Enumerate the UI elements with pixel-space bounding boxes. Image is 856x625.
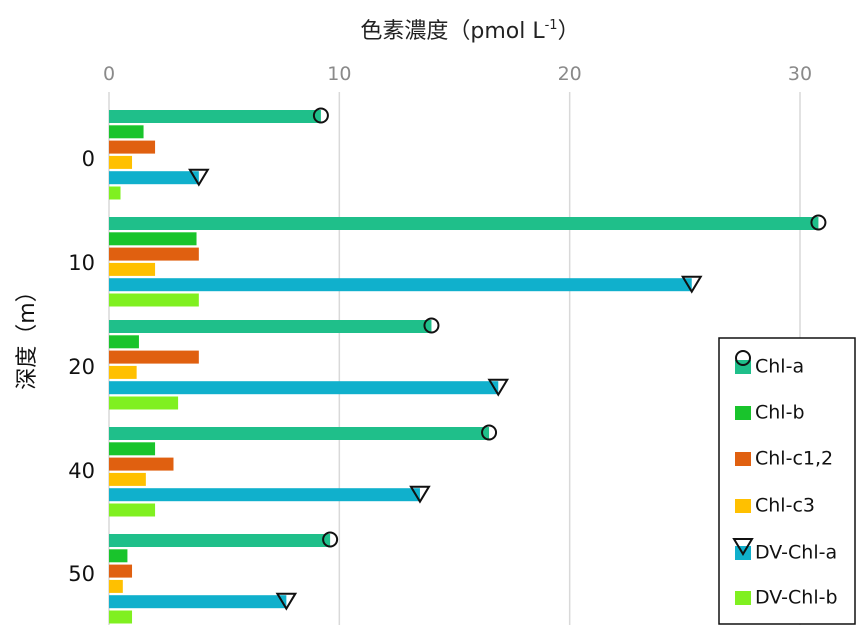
marker-circle bbox=[481, 424, 498, 441]
legend-label: Chl-c1,2 bbox=[755, 448, 833, 470]
bar-chl-c1-2-0 bbox=[109, 140, 156, 154]
bar-chl-a-0 bbox=[109, 110, 321, 123]
marker-triangle bbox=[409, 485, 431, 504]
marker-circle bbox=[312, 107, 329, 124]
bar-chl-a-10 bbox=[109, 217, 819, 230]
bar-dv-chl-a-20 bbox=[109, 381, 499, 395]
legend-box bbox=[718, 337, 856, 625]
marker-circle bbox=[810, 214, 827, 231]
marker-circle bbox=[322, 531, 339, 548]
marker-triangle bbox=[188, 168, 210, 187]
legend-swatch bbox=[735, 591, 751, 605]
chart-title: 色素濃度（pmol L-1） bbox=[360, 18, 579, 44]
y-axis-label: 深度（m） bbox=[15, 280, 40, 389]
x-tick-label: 20 bbox=[558, 63, 582, 85]
bar-dv-chl-a-0 bbox=[109, 171, 199, 185]
marker-circle bbox=[423, 317, 440, 334]
bar-chl-c3-0 bbox=[109, 155, 133, 169]
bar-chl-c3-50 bbox=[109, 579, 123, 593]
x-tick-label: 30 bbox=[788, 63, 812, 85]
bar-dv-chl-b-50 bbox=[109, 610, 133, 624]
chart-title-tail: ） bbox=[558, 19, 580, 44]
legend-marker-circle bbox=[735, 350, 751, 366]
marker-triangle bbox=[680, 275, 703, 294]
bar-dv-chl-b-40 bbox=[109, 503, 156, 517]
bar-chl-c1-2-10 bbox=[109, 247, 199, 261]
legend-label: DV-Chl-b bbox=[755, 587, 838, 609]
bar-chl-a-50 bbox=[109, 534, 331, 547]
legend-label: Chl-a bbox=[755, 356, 804, 378]
legend-label: Chl-b bbox=[755, 402, 805, 424]
x-tick-label: 10 bbox=[327, 63, 351, 85]
legend-marker-triangle bbox=[732, 538, 754, 556]
chart-title-sup: -1 bbox=[545, 18, 558, 33]
legend-swatch bbox=[735, 406, 751, 420]
bar-chl-c3-10 bbox=[109, 262, 156, 276]
y-category-label: 50 bbox=[68, 562, 95, 586]
bar-dv-chl-a-40 bbox=[109, 488, 420, 502]
legend-swatch bbox=[735, 499, 751, 513]
bar-chl-c3-40 bbox=[109, 472, 146, 486]
bar-dv-chl-a-10 bbox=[109, 278, 692, 292]
bar-chl-b-20 bbox=[109, 335, 139, 349]
bar-chl-b-10 bbox=[109, 232, 197, 246]
x-axis-tick-labels: 0 10 20 30 bbox=[103, 63, 812, 85]
marker-triangle bbox=[487, 378, 510, 397]
bar-dv-chl-a-50 bbox=[109, 595, 287, 609]
bar-chl-c1-2-40 bbox=[109, 457, 174, 471]
y-category-label: 0 bbox=[82, 147, 95, 171]
x-tick-label: 0 bbox=[103, 63, 115, 85]
chart-title-main: 色素濃度（pmol L bbox=[360, 19, 545, 44]
legend-label: DV-Chl-a bbox=[755, 542, 837, 564]
bar-dv-chl-b-20 bbox=[109, 396, 179, 410]
bar-chl-c1-2-20 bbox=[109, 350, 199, 364]
bar-dv-chl-b-0 bbox=[109, 186, 121, 200]
marker-triangle bbox=[275, 592, 298, 611]
legend-label: Chl-c3 bbox=[755, 495, 815, 517]
bars bbox=[109, 110, 819, 624]
bar-chl-b-50 bbox=[109, 549, 128, 563]
bar-chl-a-20 bbox=[109, 320, 432, 333]
bar-chl-a-40 bbox=[109, 427, 490, 440]
bar-chl-c1-2-50 bbox=[109, 564, 133, 578]
y-axis-category-labels: 0 10 20 40 50 bbox=[68, 147, 95, 586]
bar-chl-b-40 bbox=[109, 442, 156, 456]
y-category-label: 20 bbox=[68, 355, 95, 379]
bar-chl-c3-20 bbox=[109, 365, 137, 379]
bar-dv-chl-b-10 bbox=[109, 293, 199, 307]
y-category-label: 40 bbox=[68, 459, 95, 483]
bar-chl-b-0 bbox=[109, 125, 144, 139]
legend-swatch bbox=[735, 452, 751, 466]
legend: Chl-a Chl-b Chl-c1,2 Chl-c3 DV-Chl-a DV-Chl-b bbox=[718, 337, 856, 625]
y-category-label: 10 bbox=[68, 251, 95, 275]
markers bbox=[188, 107, 827, 611]
